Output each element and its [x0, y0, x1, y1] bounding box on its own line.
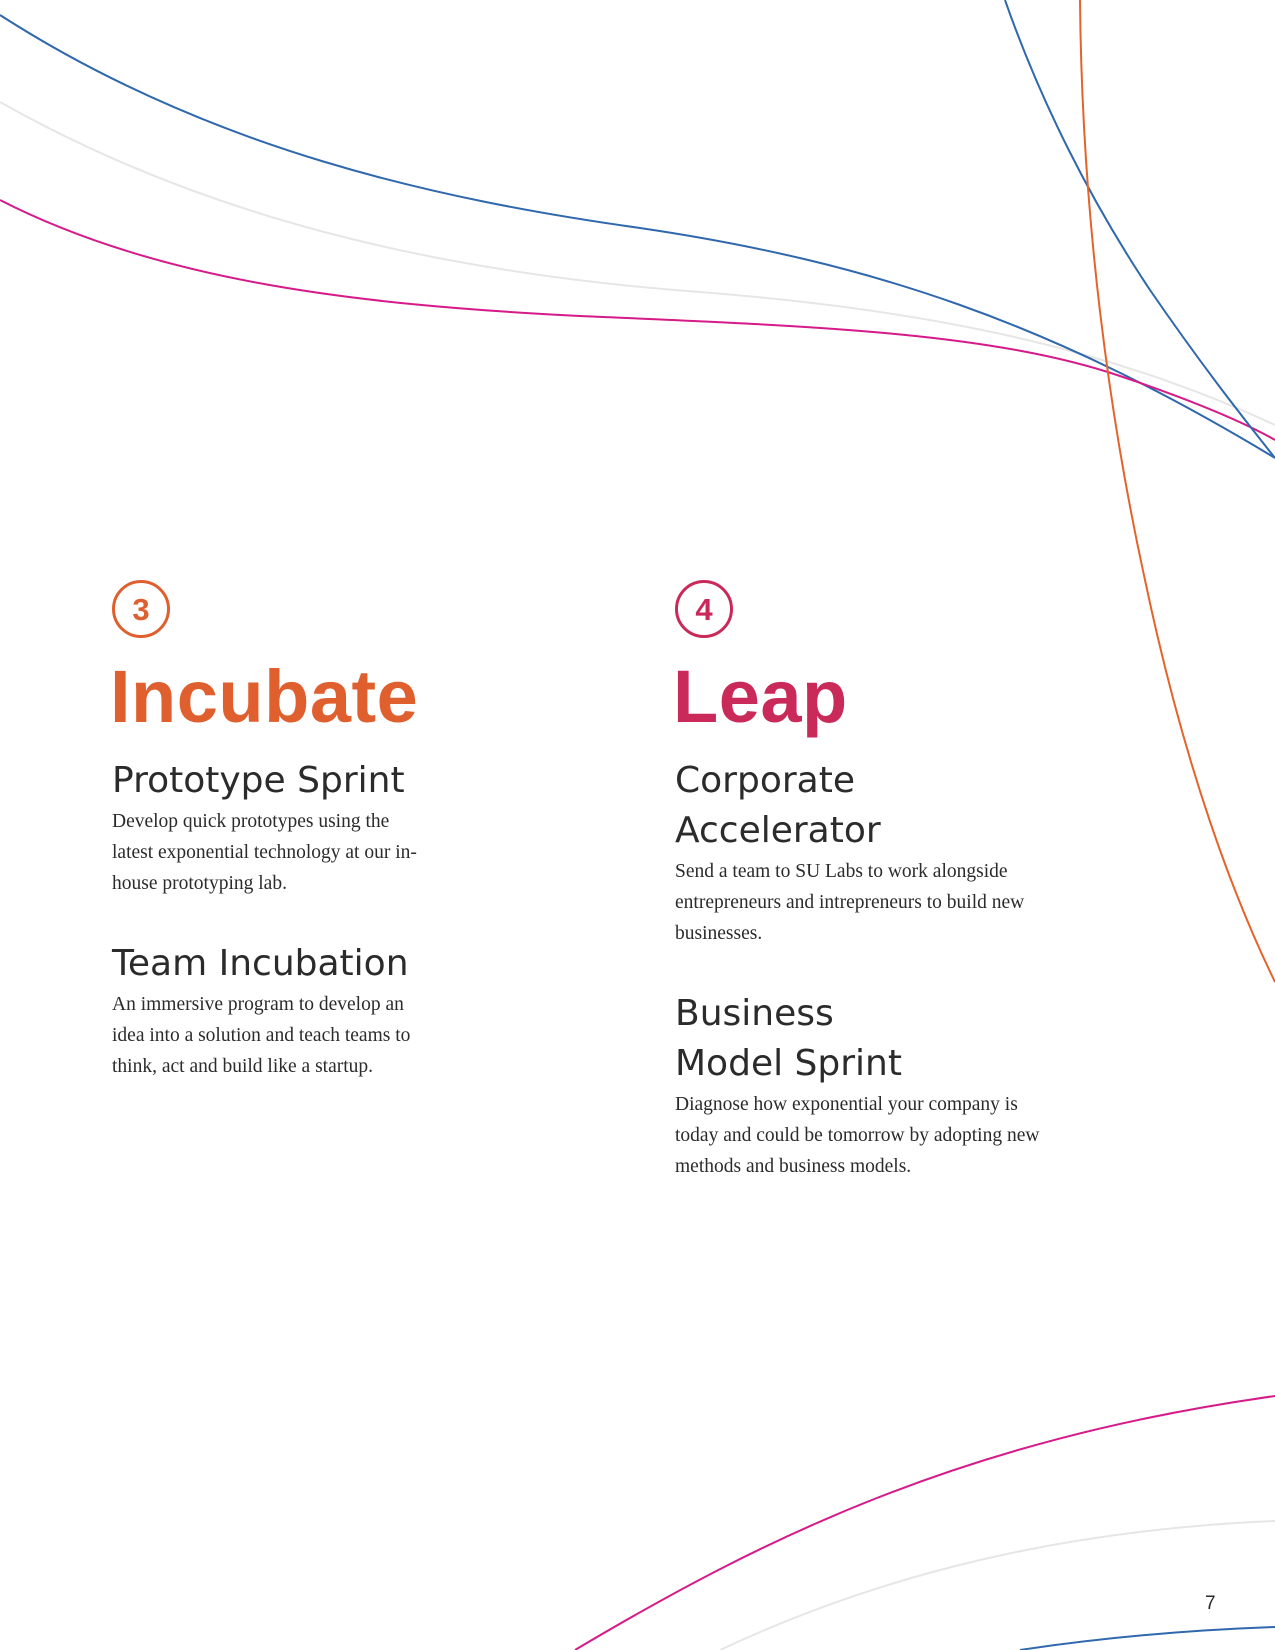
step-number: 3 — [132, 591, 150, 627]
step-number-badge: 3 — [112, 580, 170, 638]
top-gray-curve — [0, 101, 1275, 426]
bottom-pink-curve — [574, 1395, 1275, 1650]
item-description: Diagnose how exponential your company is… — [675, 1094, 1040, 1177]
bottom-gray-curve — [719, 1520, 1275, 1650]
section-items: Prototype Sprint Develop quick prototype… — [112, 756, 582, 1082]
item-description: An immersive program to develop an idea … — [112, 994, 411, 1077]
item-description: Develop quick prototypes using the lates… — [112, 811, 417, 894]
item-heading: Prototype Sprint — [112, 760, 405, 801]
section-items: Corporate Accelerator Send a team to SU … — [675, 756, 1145, 1182]
step-number: 4 — [695, 591, 713, 627]
bottom-blue-curve — [1019, 1626, 1275, 1650]
item-heading: Business Model Sprint — [675, 993, 902, 1084]
incubate-section: 3 Incubate Prototype Sprint Develop quic… — [110, 580, 582, 1082]
top-blue-steep-curve — [1004, 0, 1275, 459]
leap-section: 4 Leap Corporate Accelerator Send a team… — [673, 580, 1145, 1182]
top-blue-curve — [0, 14, 1275, 459]
section-title: Leap — [673, 655, 848, 738]
step-number-badge: 4 — [675, 580, 733, 638]
top-pink-curve — [0, 199, 1275, 441]
list-item: Prototype Sprint Develop quick prototype… — [112, 756, 582, 899]
list-item: Team Incubation An immersive program to … — [112, 939, 582, 1082]
list-item: Business Model Sprint Diagnose how expon… — [675, 989, 1145, 1182]
item-description: Send a team to SU Labs to work alongside… — [675, 861, 1025, 944]
section-title: Incubate — [110, 655, 419, 738]
item-heading: Team Incubation — [112, 943, 409, 984]
item-heading: Corporate Accelerator — [675, 760, 881, 851]
top-orange-curve — [1079, 0, 1275, 983]
page-number: 7 — [1205, 1593, 1216, 1614]
list-item: Corporate Accelerator Send a team to SU … — [675, 756, 1145, 949]
